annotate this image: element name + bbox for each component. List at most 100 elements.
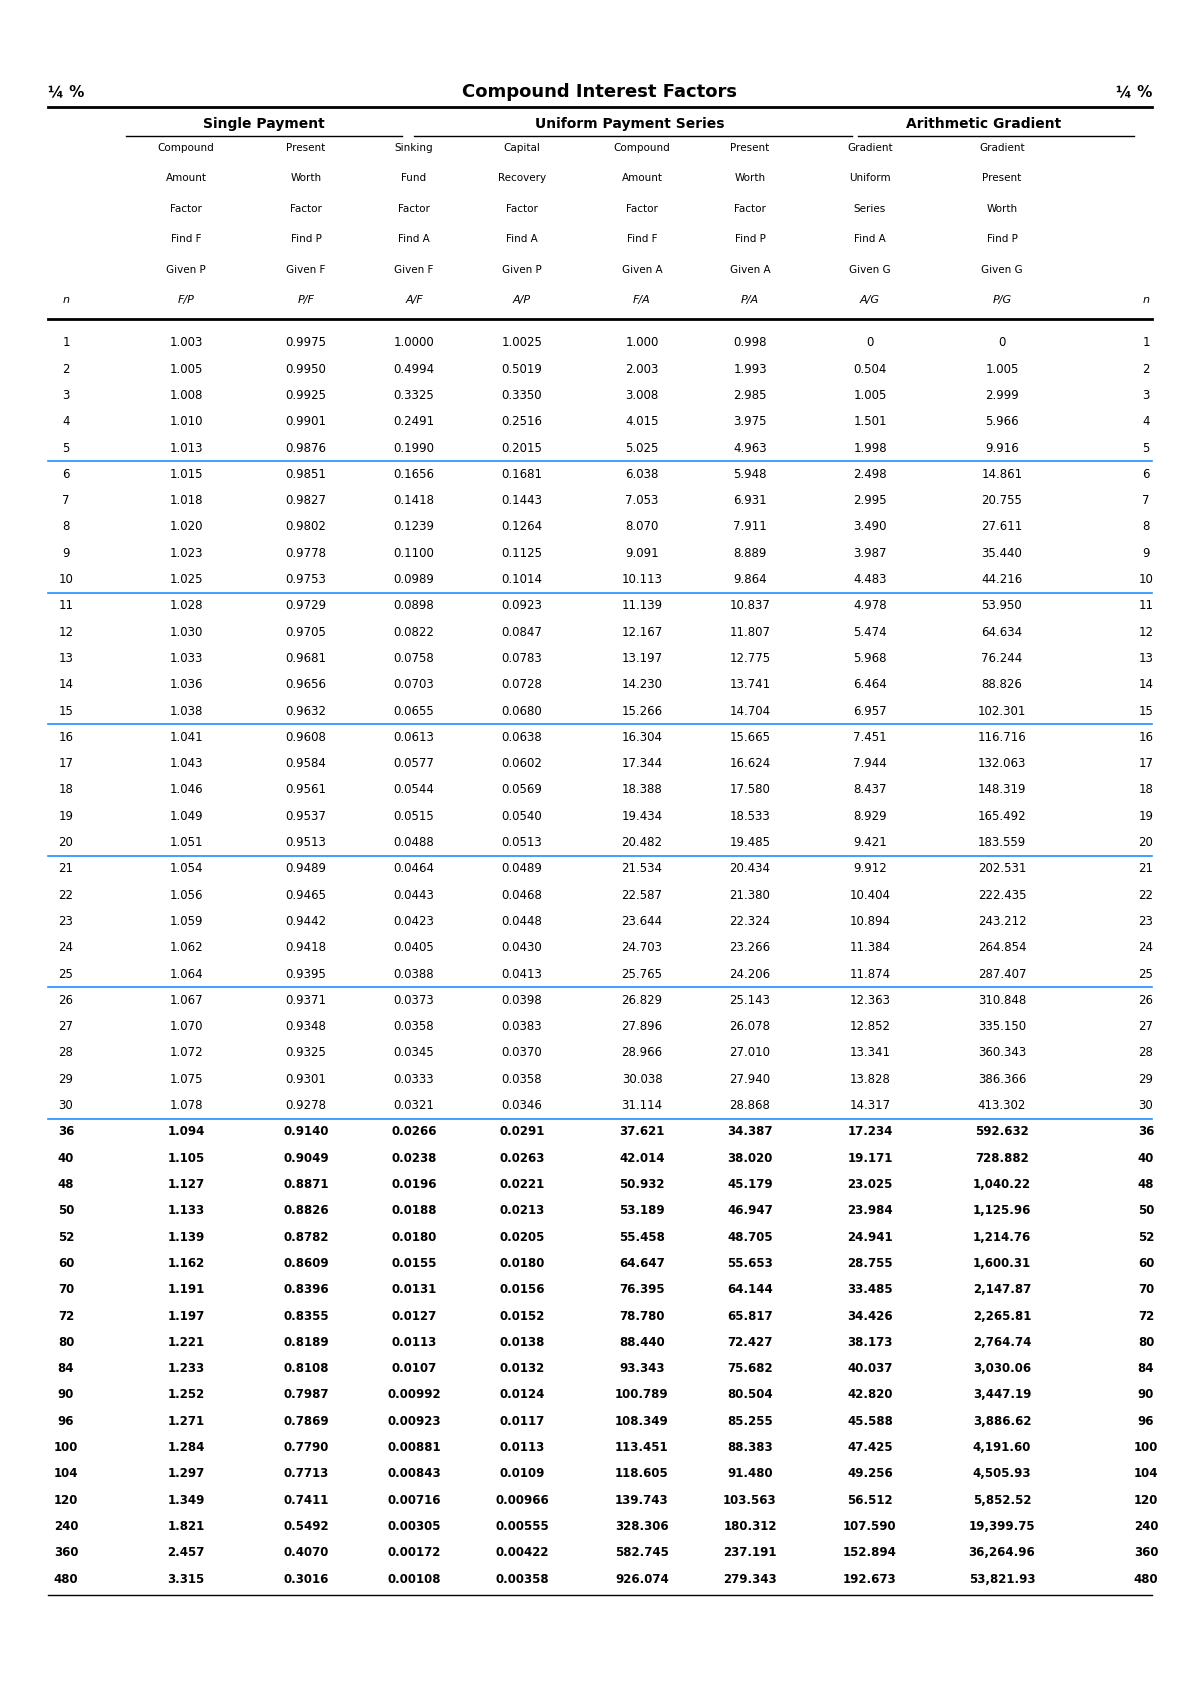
Text: 0.0577: 0.0577	[394, 757, 434, 770]
Text: 28: 28	[59, 1047, 73, 1059]
Text: 264.854: 264.854	[978, 942, 1026, 954]
Text: 80: 80	[58, 1336, 74, 1349]
Text: 0.3350: 0.3350	[502, 389, 542, 402]
Text: 243.212: 243.212	[978, 915, 1026, 928]
Text: Worth: Worth	[734, 173, 766, 183]
Text: 6: 6	[1142, 468, 1150, 480]
Text: 76.244: 76.244	[982, 652, 1022, 665]
Text: 64.144: 64.144	[727, 1283, 773, 1297]
Text: 165.492: 165.492	[978, 809, 1026, 823]
Text: Find A: Find A	[854, 234, 886, 244]
Text: 0.0822: 0.0822	[394, 626, 434, 638]
Text: Find F: Find F	[170, 234, 202, 244]
Text: 0.8189: 0.8189	[283, 1336, 329, 1349]
Text: 75.682: 75.682	[727, 1363, 773, 1375]
Text: 120: 120	[54, 1493, 78, 1507]
Text: 88.826: 88.826	[982, 679, 1022, 691]
Text: 18: 18	[59, 784, 73, 796]
Text: 0.9950: 0.9950	[286, 363, 326, 375]
Text: Present: Present	[731, 143, 769, 153]
Text: 53.189: 53.189	[619, 1205, 665, 1217]
Text: 1.139: 1.139	[167, 1230, 205, 1244]
Text: 0.9705: 0.9705	[286, 626, 326, 638]
Text: 107.590: 107.590	[844, 1521, 896, 1532]
Text: 20: 20	[59, 837, 73, 848]
Text: 0.9465: 0.9465	[286, 889, 326, 901]
Text: 10: 10	[1139, 574, 1153, 585]
Text: 84: 84	[58, 1363, 74, 1375]
Text: 7.451: 7.451	[853, 731, 887, 743]
Text: 19.434: 19.434	[622, 809, 662, 823]
Text: 1.054: 1.054	[169, 862, 203, 876]
Text: 1.105: 1.105	[167, 1152, 205, 1164]
Text: 0.0196: 0.0196	[391, 1178, 437, 1191]
Text: 0.3016: 0.3016	[283, 1573, 329, 1585]
Text: 1.501: 1.501	[853, 416, 887, 428]
Text: 28: 28	[1139, 1047, 1153, 1059]
Text: 23: 23	[59, 915, 73, 928]
Text: 0.0358: 0.0358	[502, 1073, 542, 1086]
Text: 0.00358: 0.00358	[496, 1573, 548, 1585]
Text: 17.234: 17.234	[847, 1125, 893, 1139]
Text: 0.0544: 0.0544	[394, 784, 434, 796]
Text: A/P: A/P	[512, 295, 532, 305]
Text: Series: Series	[854, 204, 886, 214]
Text: 20.755: 20.755	[982, 494, 1022, 507]
Text: 37.621: 37.621	[619, 1125, 665, 1139]
Text: 48.705: 48.705	[727, 1230, 773, 1244]
Text: 0.2015: 0.2015	[502, 441, 542, 455]
Text: 33.485: 33.485	[847, 1283, 893, 1297]
Text: 360.343: 360.343	[978, 1047, 1026, 1059]
Text: 4.483: 4.483	[853, 574, 887, 585]
Text: 148.319: 148.319	[978, 784, 1026, 796]
Text: 1.349: 1.349	[167, 1493, 205, 1507]
Text: 0.00881: 0.00881	[388, 1441, 440, 1454]
Text: 26: 26	[59, 994, 73, 1006]
Text: 1.023: 1.023	[169, 546, 203, 560]
Text: 7.053: 7.053	[625, 494, 659, 507]
Text: 0.0898: 0.0898	[394, 599, 434, 613]
Text: 17.580: 17.580	[730, 784, 770, 796]
Text: 26.829: 26.829	[622, 994, 662, 1006]
Text: 926.074: 926.074	[616, 1573, 668, 1585]
Text: Given P: Given P	[502, 265, 542, 275]
Text: 100.789: 100.789	[616, 1388, 668, 1402]
Text: 6: 6	[62, 468, 70, 480]
Text: 25.143: 25.143	[730, 994, 770, 1006]
Text: 0.9442: 0.9442	[286, 915, 326, 928]
Text: 0.9325: 0.9325	[286, 1047, 326, 1059]
Text: 1.233: 1.233	[168, 1363, 204, 1375]
Text: 0.0602: 0.0602	[502, 757, 542, 770]
Text: 0.0127: 0.0127	[391, 1310, 437, 1322]
Text: 5.966: 5.966	[985, 416, 1019, 428]
Text: 16: 16	[59, 731, 73, 743]
Text: 120: 120	[1134, 1493, 1158, 1507]
Text: 1.197: 1.197	[167, 1310, 205, 1322]
Text: 12.852: 12.852	[850, 1020, 890, 1033]
Text: Present: Present	[287, 143, 325, 153]
Text: 0.00305: 0.00305	[388, 1521, 440, 1532]
Text: 15.266: 15.266	[622, 704, 662, 718]
Text: 240: 240	[1134, 1521, 1158, 1532]
Text: 78.780: 78.780	[619, 1310, 665, 1322]
Text: 0.7790: 0.7790	[283, 1441, 329, 1454]
Text: 22: 22	[1139, 889, 1153, 901]
Text: 202.531: 202.531	[978, 862, 1026, 876]
Text: 0.0107: 0.0107	[391, 1363, 437, 1375]
Text: 72.427: 72.427	[727, 1336, 773, 1349]
Text: 0.0109: 0.0109	[499, 1468, 545, 1480]
Text: 180.312: 180.312	[724, 1521, 776, 1532]
Text: 11: 11	[59, 599, 73, 613]
Text: 100: 100	[1134, 1441, 1158, 1454]
Text: 1.020: 1.020	[169, 521, 203, 533]
Text: 19.171: 19.171	[847, 1152, 893, 1164]
Text: ¼ %: ¼ %	[48, 85, 84, 98]
Text: 53.950: 53.950	[982, 599, 1022, 613]
Text: 70: 70	[1138, 1283, 1154, 1297]
Text: 1: 1	[62, 336, 70, 350]
Text: 8: 8	[1142, 521, 1150, 533]
Text: 3: 3	[62, 389, 70, 402]
Text: 13.341: 13.341	[850, 1047, 890, 1059]
Text: Fund: Fund	[402, 173, 426, 183]
Text: 42.820: 42.820	[847, 1388, 893, 1402]
